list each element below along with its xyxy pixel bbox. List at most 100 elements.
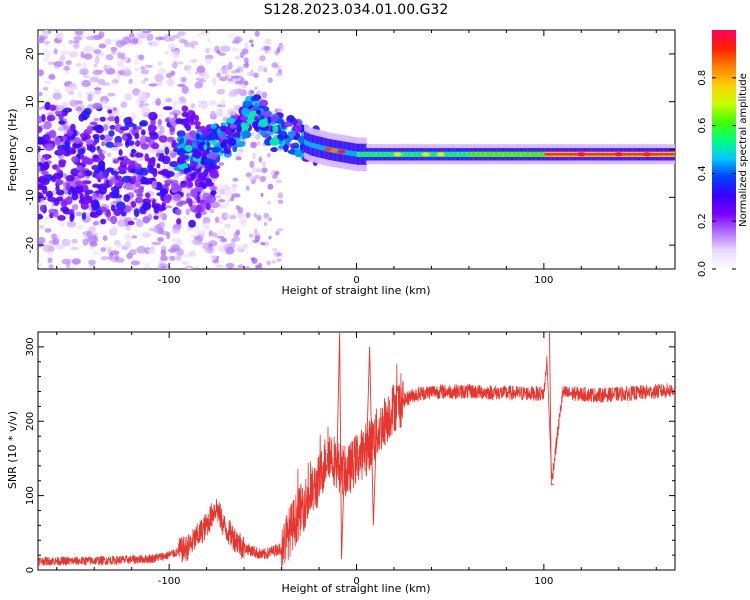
spectrogram-cell (110, 250, 120, 256)
spectrogram-cell (243, 62, 249, 69)
spectrogram-cell (234, 80, 244, 85)
spectrogram-cell (89, 211, 96, 218)
spectrogram-cell (421, 152, 430, 157)
spectrogram-cell (177, 156, 185, 165)
spectrogram-cell (673, 153, 675, 156)
spectrogram-cell (230, 70, 237, 74)
spectrogram-cell (253, 212, 258, 218)
spectrogram-cell (38, 37, 45, 44)
spectrogram-cell (123, 158, 132, 165)
spectrogram-cell (230, 75, 240, 79)
spectrogram-cell (173, 113, 178, 119)
spectrogram-cell (71, 238, 78, 244)
spectrogram-cell (165, 118, 170, 123)
spectrogram-cell (208, 230, 214, 237)
spectrogram-cell (258, 156, 262, 163)
spectrogram-cell (228, 33, 235, 39)
spectrogram-cell (235, 245, 244, 252)
spectrogram-cell (43, 40, 51, 45)
spectrogram-cell (38, 69, 44, 77)
spectrogram-cell (220, 45, 231, 52)
spectrogram-cell (120, 66, 131, 71)
spectrogram-cell (171, 228, 181, 235)
spectrogram-cell (75, 106, 82, 112)
snr-panel: -100 0 100 0 100 200 300 Height of straight li… (6, 331, 676, 595)
colorbar-tick-label: 0.0 (697, 261, 708, 277)
spectrogram-cell (173, 172, 180, 179)
spectrogram-cell (153, 205, 160, 214)
spectrogram-cell (115, 40, 125, 48)
spectrogram-cell (53, 48, 58, 55)
spectrogram-cell (231, 238, 236, 244)
spectrogram-cell (163, 179, 174, 184)
spectrogram-cell (106, 167, 114, 173)
spectrogram-cell (175, 254, 182, 262)
spectrogram-cell (245, 212, 251, 219)
spectrogram-cell (214, 195, 222, 199)
spectrogram-cell (63, 144, 71, 150)
spectrogram-cell (204, 58, 212, 64)
spectrogram-cell (157, 237, 164, 242)
spectrogram-cell (68, 51, 79, 58)
spectrogram-cell (60, 199, 68, 208)
spectrogram-cell (76, 225, 84, 230)
spectrogram-cell (114, 135, 122, 145)
spectrogram-cell (175, 118, 184, 125)
spectrogram-cell (56, 165, 61, 174)
spectrogram-cell (44, 143, 54, 151)
spectrogram-cell (57, 215, 66, 221)
spectrogram-cell (237, 211, 245, 220)
spectrogram-cell (81, 180, 92, 185)
spectrogram-cell (160, 249, 167, 257)
spectrogram-cell (244, 42, 249, 49)
spectrogram-cell (100, 247, 107, 252)
spectrogram-cell (276, 46, 281, 54)
spectrogram-cell (169, 255, 176, 261)
spectrogram-cell (152, 39, 160, 48)
spectrogram-cell (72, 40, 80, 44)
spectrogram-cell (38, 192, 43, 200)
spectrogram-cell (142, 232, 152, 238)
spectrogram-cell (156, 163, 161, 169)
spectrogram-cell (47, 61, 53, 65)
spectrogram-cell (124, 93, 133, 101)
spectrogram-cell (217, 187, 221, 196)
spectrogram-cell (195, 125, 202, 130)
spectrogram-cell (229, 124, 237, 129)
spectrogram-cell (237, 264, 244, 269)
spectrogram-cell (43, 154, 50, 160)
spectrogram-cell (147, 164, 154, 170)
spectrogram-cell (267, 77, 273, 83)
spectrogram-cell (106, 152, 112, 157)
spectrogram-cell (144, 262, 151, 269)
spectrogram-cell (241, 130, 251, 139)
spectrogram-cell (100, 82, 111, 86)
spectrogram-cell (254, 235, 261, 242)
spectrogram-cell (56, 196, 64, 202)
spectrogram-cell (166, 78, 175, 87)
spectrogram-cell (62, 125, 72, 130)
spectrogram-cell (61, 258, 72, 265)
spectrogram-cell (86, 35, 96, 41)
spectrogram-cell (191, 239, 199, 245)
spectrogram-cell (284, 121, 292, 127)
spectrogram-cell (241, 84, 247, 89)
spectrogram-cell (131, 148, 136, 154)
spectrogram-cell (110, 46, 118, 53)
x-tick-label: -100 (158, 275, 181, 286)
spectrogram-cell (136, 245, 146, 254)
spectrogram-cell (198, 79, 207, 83)
spectrogram-cell (107, 116, 117, 122)
spectrogram-cell (252, 152, 256, 160)
y-tick-label: 200 (25, 412, 36, 431)
spectrogram-cell (111, 51, 117, 55)
spectrogram-cell (94, 220, 100, 226)
spectrogram-cell (69, 99, 79, 107)
spectrogram-cell (140, 167, 149, 176)
spectrogram-cell (58, 120, 66, 125)
spectrogram-cell (98, 43, 107, 49)
spectrogram-cell (96, 209, 103, 216)
spectrogram-cell (78, 113, 85, 122)
spectrogram-cell (130, 260, 140, 266)
